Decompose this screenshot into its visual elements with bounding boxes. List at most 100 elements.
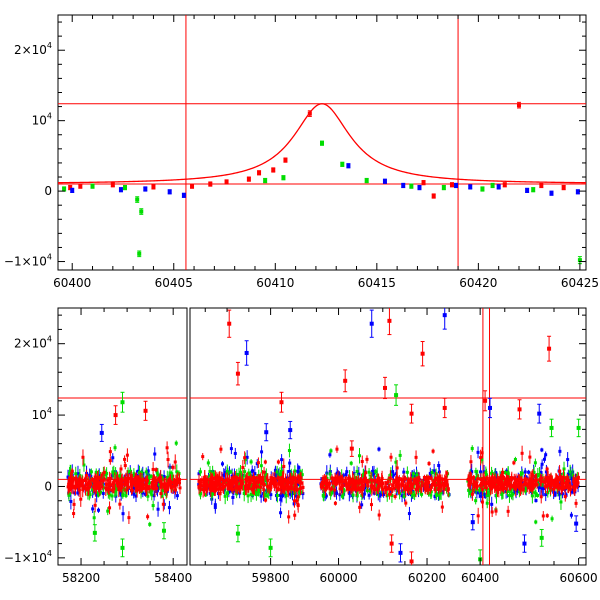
bulk-point <box>411 476 415 480</box>
bulk-point <box>299 486 303 490</box>
bulk-point <box>88 473 92 477</box>
bulk-point <box>236 485 240 489</box>
bulk-point <box>574 501 578 505</box>
bulk-point <box>555 476 559 480</box>
bulk-point <box>155 486 159 490</box>
bulk-point <box>146 515 150 519</box>
bulk-point <box>467 475 471 479</box>
x-tick-label: 58200 <box>62 571 100 585</box>
bulk-point <box>69 499 73 503</box>
bulk-point <box>418 488 422 492</box>
bulk-point <box>97 476 101 480</box>
data-point <box>401 183 406 188</box>
bulk-point <box>375 480 379 484</box>
bulk-point <box>344 482 348 486</box>
bulk-point <box>545 475 549 479</box>
bulk-point <box>571 488 575 492</box>
bulk-point <box>324 480 328 484</box>
bulk-point <box>98 482 102 486</box>
bulk-point <box>402 470 406 474</box>
bulk-point <box>532 479 536 483</box>
bulk-point <box>570 489 574 493</box>
bulk-point <box>520 471 524 475</box>
bulk-point <box>357 481 361 485</box>
bulk-point <box>371 469 375 473</box>
bulk-point <box>440 505 444 509</box>
bulk-point <box>497 487 501 491</box>
outlier-point <box>288 428 293 433</box>
outlier-point <box>483 398 488 403</box>
bulk-point <box>286 488 290 492</box>
bulk-point <box>264 473 268 477</box>
outlier-point <box>442 313 447 318</box>
bulk-point <box>427 475 431 479</box>
bulk-point <box>250 482 254 486</box>
bulk-point <box>96 491 100 495</box>
bulk-point <box>104 486 108 490</box>
bulk-point <box>377 447 381 451</box>
bulk-point <box>510 476 514 480</box>
bulk-point <box>347 482 351 486</box>
bulk-point <box>106 509 110 513</box>
bulk-point <box>99 478 103 482</box>
bulk-point <box>291 491 295 495</box>
bulk-point <box>74 478 78 482</box>
bulk-point <box>525 483 529 487</box>
bulk-point <box>148 522 152 526</box>
bulk-point <box>159 480 163 484</box>
bulk-point <box>564 477 568 481</box>
bulk-point <box>274 475 278 479</box>
bulk-point <box>73 491 77 495</box>
data-point <box>246 177 251 182</box>
x-tick-label: 60000 <box>319 571 357 585</box>
bulk-point <box>211 492 215 496</box>
bulk-point <box>557 485 561 489</box>
bulk-point <box>552 487 556 491</box>
bulk-point <box>208 482 212 486</box>
bulk-point <box>278 472 282 476</box>
bulk-point <box>262 492 266 496</box>
bulk-point <box>70 486 74 490</box>
bulk-point <box>411 482 415 486</box>
bulk-point <box>281 482 285 486</box>
bulk-point <box>414 481 418 485</box>
bulk-point <box>398 453 402 457</box>
bulk-point <box>198 492 202 496</box>
bulk-point <box>544 453 548 457</box>
bulk-point <box>375 488 379 492</box>
bulk-point <box>125 453 129 457</box>
bulk-point <box>170 485 174 489</box>
bulk-point <box>108 450 112 454</box>
data-point <box>135 197 140 202</box>
bulk-point <box>482 476 486 480</box>
bulk-point <box>256 488 260 492</box>
bulk-point <box>254 493 258 497</box>
bulk-point <box>352 482 356 486</box>
bulk-point <box>369 478 373 482</box>
bulk-point <box>134 494 138 498</box>
bulk-point <box>445 479 449 483</box>
bulk-point <box>407 512 411 516</box>
bulk-point <box>116 484 120 488</box>
bulk-point <box>369 503 373 507</box>
data-point <box>224 179 229 184</box>
bulk-point <box>322 481 326 485</box>
bulk-point <box>493 482 497 486</box>
outlier-point <box>574 521 579 526</box>
bulk-point <box>328 487 332 491</box>
outlier-point <box>442 405 447 410</box>
bulk-point <box>216 479 220 483</box>
bulk-point <box>262 488 266 492</box>
bulk-point <box>246 483 250 487</box>
bulk-point <box>132 486 136 490</box>
bulk-point <box>167 478 171 482</box>
bulk-point <box>573 488 577 492</box>
bulk-point <box>542 480 546 484</box>
bulk-point <box>216 487 220 491</box>
bulk-point <box>171 465 175 469</box>
outlier-point <box>549 425 554 430</box>
bulk-point <box>125 476 129 480</box>
bulk-point <box>517 480 521 484</box>
bulk-point <box>92 480 96 484</box>
data-point <box>417 185 422 190</box>
